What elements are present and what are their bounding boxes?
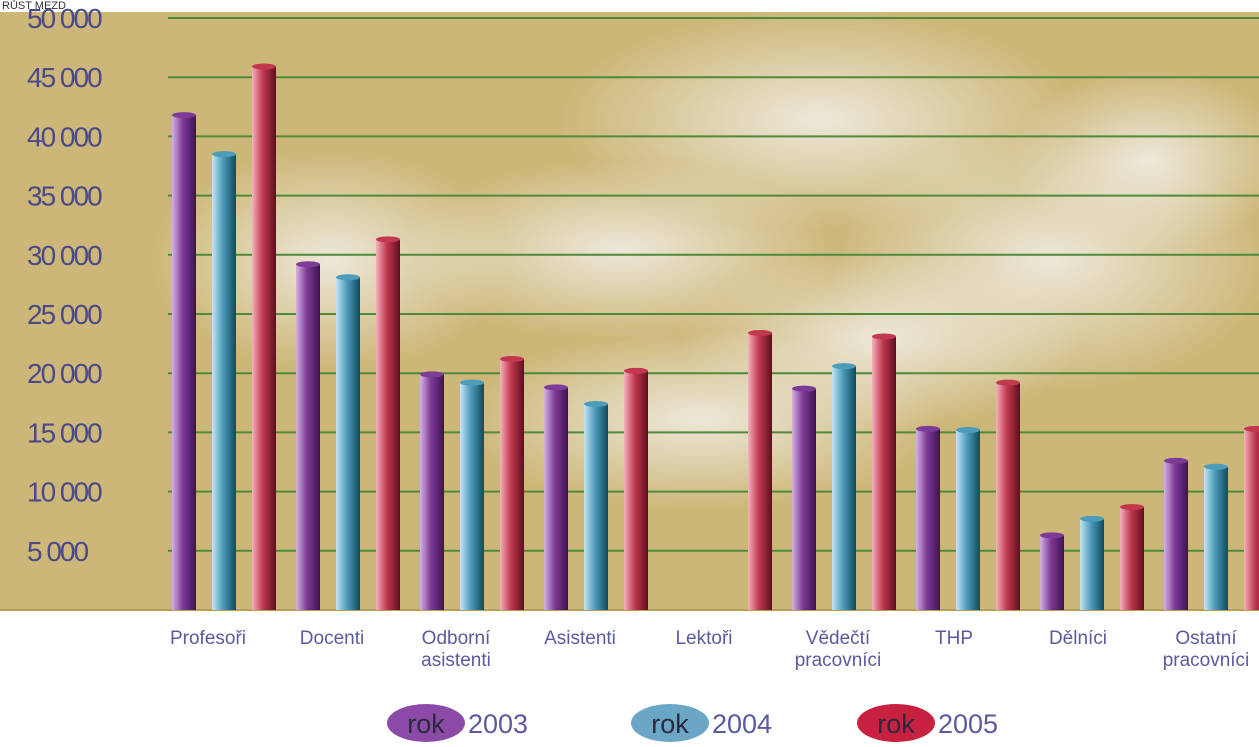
- y-tick-label: 10 000: [27, 477, 102, 508]
- bar-2003: [1040, 535, 1064, 610]
- category-label: Profesoři: [170, 628, 246, 649]
- legend-swatch: [387, 704, 465, 742]
- bar-top: [872, 333, 896, 340]
- bar-top: [172, 112, 196, 119]
- bar-2003: [1164, 460, 1188, 610]
- bar-2003: [792, 388, 816, 610]
- category-label: Ostatní pracovníci: [1163, 628, 1250, 671]
- category-label: Vědečtí pracovníci: [795, 628, 882, 671]
- chart-title: RŮST MEZD: [2, 0, 66, 12]
- legend-prefix: rok: [877, 709, 915, 739]
- legend-item-2004: rok 2004: [631, 704, 772, 742]
- category-label: Lektoři: [675, 628, 732, 649]
- bar-2004: [956, 430, 980, 610]
- y-tick-label: 35 000: [27, 181, 102, 212]
- bar-2004: [832, 366, 856, 610]
- y-tick-label: 45 000: [27, 62, 102, 93]
- bar-2004: [584, 403, 608, 610]
- bar-2005: [1120, 506, 1144, 610]
- bar-2005: [996, 382, 1020, 610]
- bar-top: [252, 63, 276, 70]
- bar-2005: [624, 370, 648, 610]
- bar-top: [1244, 425, 1259, 432]
- cloud-decoration: [150, 150, 510, 370]
- legend-swatch: [631, 704, 709, 742]
- bar-2003: [420, 374, 444, 610]
- cloud-decoration: [1010, 70, 1259, 250]
- legend-year: 2003: [468, 709, 528, 739]
- bar-top: [916, 425, 940, 432]
- category-label: Dělníci: [1049, 628, 1107, 649]
- y-tick-label: 15 000: [27, 417, 102, 448]
- bar-top: [420, 371, 444, 378]
- bar-2005: [1244, 428, 1259, 610]
- bar-top: [296, 261, 320, 268]
- bar-top: [1040, 532, 1064, 539]
- legend-year: 2005: [938, 709, 998, 739]
- legend-item-2003: rok 2003: [387, 704, 528, 742]
- legend-prefix: rok: [407, 709, 445, 739]
- y-tick-label: 5 000: [27, 536, 88, 567]
- category-label: Odborní asistenti: [421, 628, 491, 671]
- bar-2004: [212, 154, 236, 610]
- bar-2004: [1080, 518, 1104, 610]
- bar-2005: [252, 66, 276, 610]
- y-tick-label: 40 000: [27, 121, 102, 152]
- bar-2005: [376, 239, 400, 610]
- bar-2004: [1204, 466, 1228, 610]
- y-tick-label: 20 000: [27, 358, 102, 389]
- bar-2003: [544, 387, 568, 610]
- bar-2003: [172, 115, 196, 610]
- bar-top: [996, 379, 1020, 386]
- bar-top: [1080, 515, 1104, 522]
- bar-2005: [500, 358, 524, 610]
- bar-top: [212, 151, 236, 158]
- bar-2005: [748, 332, 772, 610]
- category-label: Asistenti: [544, 628, 616, 649]
- bar-2004: [336, 277, 360, 610]
- bar-top: [376, 236, 400, 243]
- bar-top: [832, 363, 856, 370]
- bar-top: [624, 367, 648, 374]
- legend-prefix: rok: [651, 709, 689, 739]
- bar-top: [500, 355, 524, 362]
- bar-top: [1204, 463, 1228, 470]
- bar-2005: [872, 336, 896, 610]
- legend-swatch: [857, 704, 935, 742]
- category-label: Docenti: [300, 628, 364, 649]
- bar-top: [544, 384, 568, 391]
- bar-2003: [296, 264, 320, 610]
- y-tick-label: 25 000: [27, 299, 102, 330]
- legend-item-2005: rok 2005: [857, 704, 998, 742]
- cloud-decoration: [460, 330, 940, 510]
- bar-2003: [916, 428, 940, 610]
- bar-2004: [460, 382, 484, 610]
- y-tick-label: 30 000: [27, 240, 102, 271]
- bar-top: [584, 400, 608, 407]
- bar-top: [1120, 503, 1144, 510]
- bar-top: [956, 427, 980, 434]
- bar-top: [1164, 457, 1188, 464]
- y-tick-label: 50 000: [27, 3, 102, 34]
- bar-top: [748, 329, 772, 336]
- bar-top: [460, 379, 484, 386]
- category-label: THP: [935, 628, 973, 649]
- bar-top: [792, 385, 816, 392]
- bar-top: [336, 274, 360, 281]
- legend-year: 2004: [712, 709, 772, 739]
